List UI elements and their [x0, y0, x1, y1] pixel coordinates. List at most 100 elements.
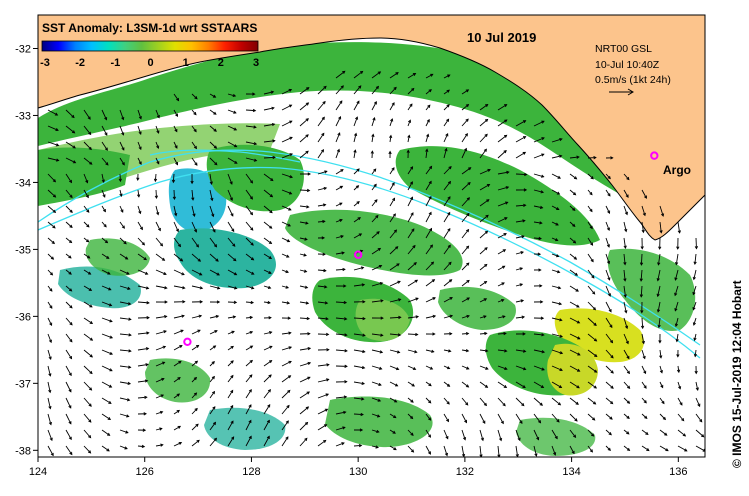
current-arrow: [191, 253, 201, 262]
current-arrow-head: [353, 149, 357, 153]
current-arrow-head: [125, 430, 129, 434]
current-arrow-head: [555, 222, 559, 226]
current-arrow-head: [372, 117, 376, 121]
current-arrow-head: [359, 428, 364, 432]
current-arrow-head: [446, 366, 451, 370]
current-arrow-head: [216, 300, 221, 304]
current-arrow-head: [172, 196, 177, 201]
current-arrow: [605, 221, 610, 231]
current-arrow: [47, 445, 54, 456]
plot-frame: [37, 14, 706, 458]
current-arrow: [245, 331, 253, 335]
current-arrow-head: [164, 286, 168, 290]
argo-float-marker: [353, 250, 363, 259]
current-arrow: [389, 413, 396, 419]
current-arrow: [281, 205, 292, 211]
current-arrow-head: [484, 133, 488, 137]
current-arrow-head: [484, 331, 488, 336]
x-tick-label: 130: [349, 466, 367, 478]
current-arrow-head: [502, 403, 506, 407]
current-arrow: [443, 445, 448, 456]
current-arrow-head: [49, 437, 53, 442]
current-arrow-head: [701, 434, 705, 438]
current-arrow-head: [343, 284, 347, 288]
current-arrow-head: [503, 149, 507, 154]
current-arrow-head: [86, 224, 90, 228]
current-arrow: [371, 397, 381, 402]
current-arrow: [101, 445, 110, 452]
current-arrow-head: [448, 165, 452, 170]
current-arrow: [674, 301, 679, 311]
current-arrow: [425, 261, 434, 271]
current-arrow: [461, 381, 469, 388]
current-arrow-head: [557, 402, 562, 406]
current-arrow-head: [51, 240, 55, 245]
current-arrow: [587, 429, 594, 437]
current-arrow: [209, 125, 217, 132]
current-arrow: [191, 315, 202, 319]
current-arrow-head: [88, 403, 92, 407]
current-arrow: [191, 285, 203, 289]
current-arrow: [515, 316, 525, 319]
current-arrow-head: [108, 400, 112, 404]
current-arrow: [299, 406, 309, 415]
current-arrow-head: [659, 355, 663, 359]
current-arrow-head: [504, 217, 508, 221]
current-arrow-head: [466, 212, 470, 217]
current-arrow: [83, 349, 93, 358]
current-arrow-head: [124, 256, 129, 260]
current-arrow: [443, 297, 453, 303]
current-arrow-head: [592, 307, 597, 311]
current-arrow: [317, 117, 325, 127]
current-arrow-head: [211, 213, 215, 218]
current-arrow-head: [323, 186, 328, 191]
current-arrow: [209, 189, 213, 201]
current-arrow: [173, 237, 181, 247]
current-arrow-head: [694, 246, 699, 250]
current-arrow: [65, 285, 72, 292]
current-arrow-head: [610, 370, 614, 374]
current-arrow: [497, 413, 504, 424]
current-arrow: [299, 102, 309, 111]
current-arrow-head: [193, 128, 197, 133]
current-arrow: [155, 221, 161, 231]
current-arrow-head: [540, 316, 545, 320]
current-arrow-head: [307, 361, 312, 365]
current-arrow: [461, 413, 467, 423]
current-arrow-head: [52, 194, 57, 198]
current-arrow-head: [522, 385, 526, 389]
current-arrow: [227, 237, 236, 247]
current-arrow: [281, 346, 292, 351]
current-arrow-head: [323, 85, 327, 90]
current-arrow: [155, 361, 165, 367]
current-arrow-head: [175, 228, 179, 233]
current-arrow-head: [392, 197, 396, 201]
current-arrow-head: [410, 166, 414, 170]
current-arrow: [407, 212, 414, 223]
current-arrow: [137, 445, 145, 448]
current-arrow: [335, 169, 344, 175]
current-arrow-head: [522, 219, 526, 223]
current-arrow-head: [388, 150, 392, 155]
current-arrow: [227, 189, 233, 201]
current-arrow: [281, 137, 293, 143]
current-arrow: [389, 102, 395, 111]
current-arrow: [677, 381, 681, 389]
current-arrow: [407, 279, 418, 287]
current-arrow: [65, 413, 72, 424]
current-arrow: [245, 420, 252, 431]
current-arrow-head: [362, 333, 366, 337]
current-arrow-head: [104, 132, 108, 136]
current-arrow: [191, 93, 198, 100]
current-arrow-head: [428, 195, 432, 200]
current-arrow-head: [676, 369, 681, 374]
current-arrow-head: [482, 420, 486, 425]
current-arrow-head: [675, 261, 679, 266]
current-arrow: [317, 204, 326, 207]
current-arrow-head: [215, 258, 219, 262]
current-arrow-head: [625, 340, 629, 345]
current-arrow: [605, 173, 611, 179]
current-arrow: [659, 365, 663, 373]
current-arrow: [497, 134, 507, 143]
current-arrow-head: [341, 251, 345, 255]
